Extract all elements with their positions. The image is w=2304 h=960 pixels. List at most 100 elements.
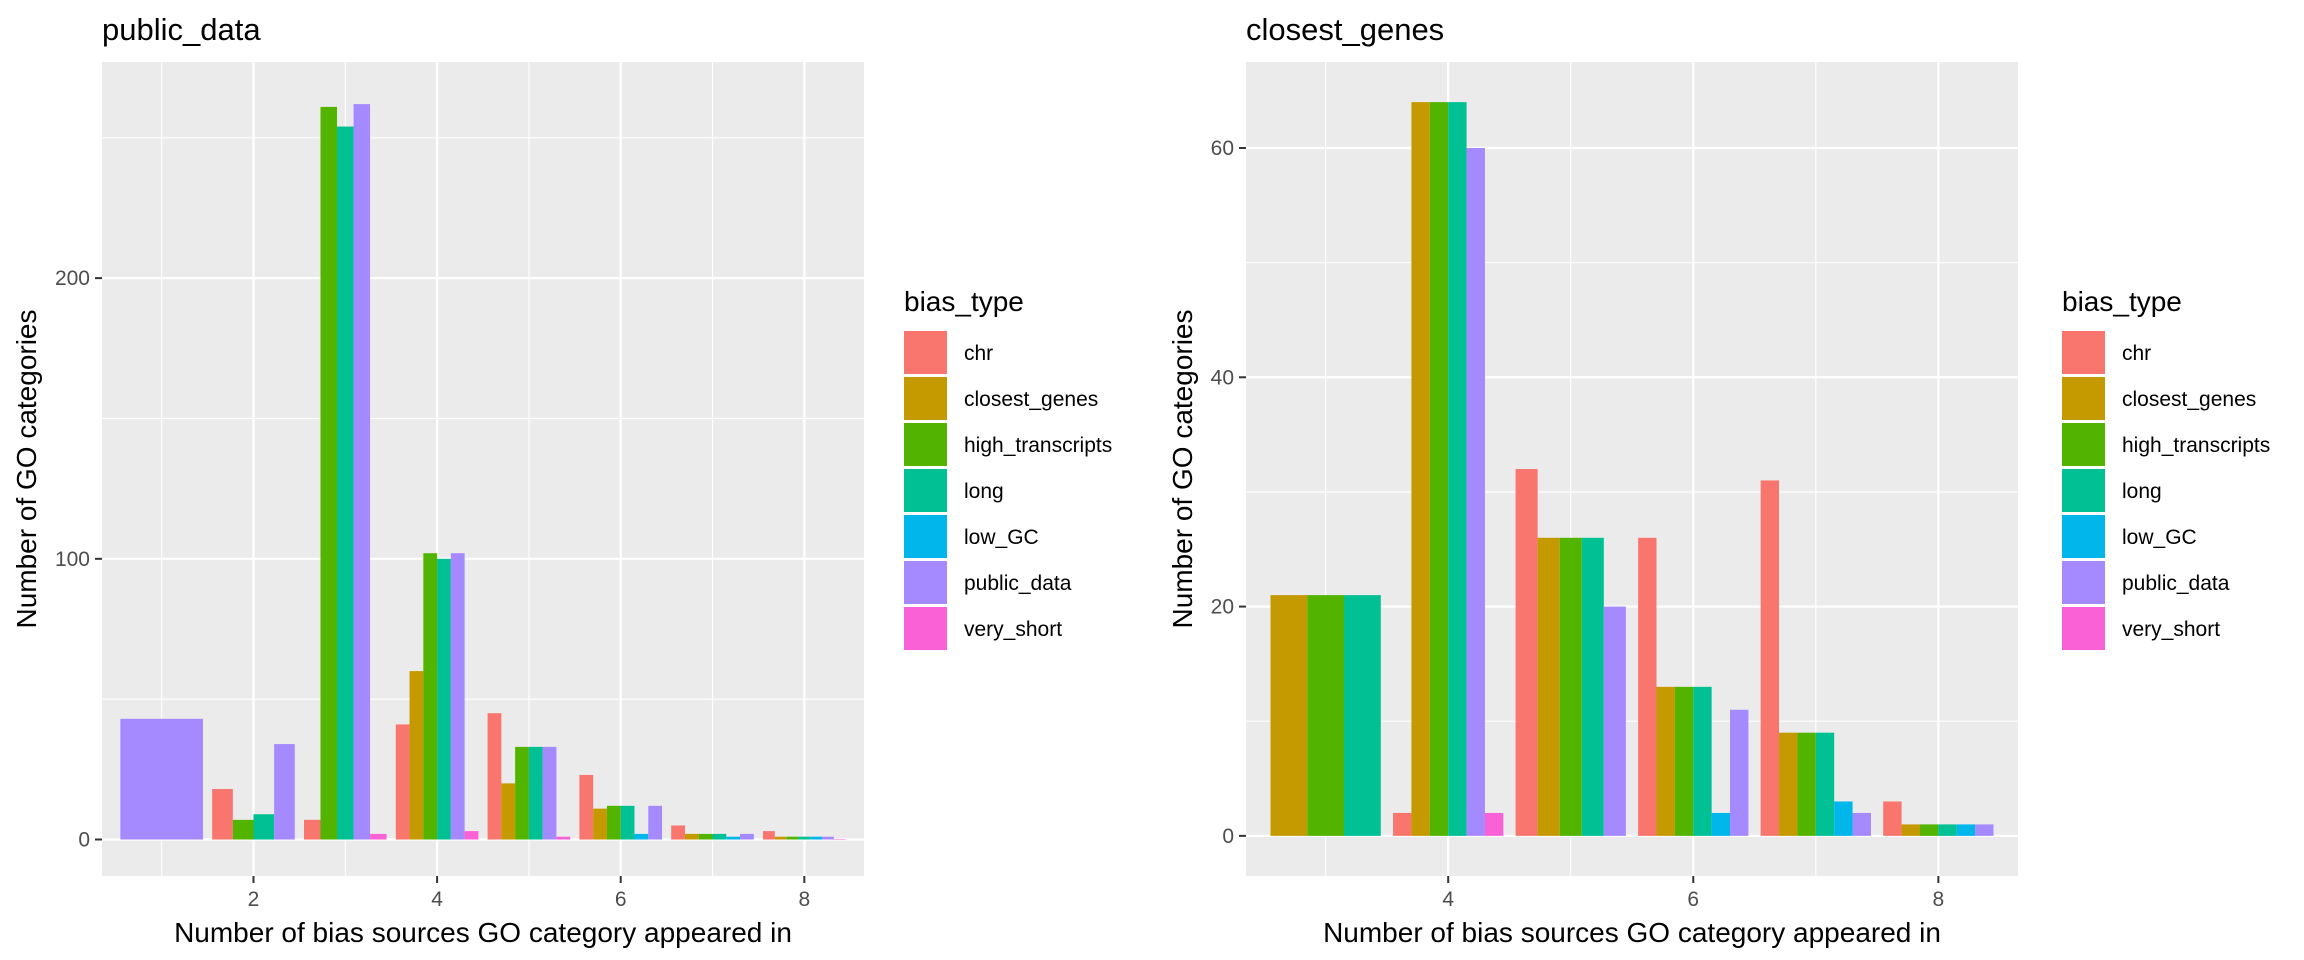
legend-key-public_data bbox=[2062, 561, 2105, 604]
x-axis-title: Number of bias sources GO category appea… bbox=[174, 917, 792, 948]
bar-high_transcripts-x6 bbox=[606, 805, 621, 840]
bar-long-x6 bbox=[1693, 686, 1712, 836]
chart-title: public_data bbox=[102, 12, 261, 47]
bar-high_transcripts-x2 bbox=[232, 819, 254, 840]
legend-key-long bbox=[2062, 469, 2105, 512]
chart-closest-genes: closest_genes 0 20 40 60 4 6 8 Number of bias… bbox=[1167, 12, 2270, 948]
legend-key-low_GC bbox=[2062, 515, 2105, 558]
legend-label-very_short: very_short bbox=[964, 618, 1062, 641]
bar-long-x4 bbox=[437, 558, 451, 840]
bar-public_data-x8 bbox=[822, 836, 834, 840]
bar-high_transcripts-x5 bbox=[515, 746, 529, 840]
plot-panel bbox=[102, 62, 864, 876]
y-tick-label: 100 bbox=[55, 548, 90, 571]
legend-key-closest_genes bbox=[2062, 377, 2105, 420]
legend-key-low_GC bbox=[904, 515, 947, 558]
bar-closest_genes-x5 bbox=[1537, 537, 1560, 836]
legend-key-high_transcripts bbox=[2062, 423, 2105, 466]
x-tick-label: 6 bbox=[1687, 888, 1699, 911]
bar-very_short-x5 bbox=[556, 836, 571, 840]
legend-key-chr bbox=[2062, 331, 2105, 374]
y-axis-title: Number of GO categories bbox=[11, 309, 42, 628]
bar-long-x5 bbox=[528, 746, 543, 840]
y-tick-label: 200 bbox=[55, 267, 90, 290]
legend-label-closest_genes: closest_genes bbox=[964, 388, 1098, 411]
legend-key-very_short bbox=[904, 607, 947, 650]
legend-key-chr bbox=[904, 331, 947, 374]
legend-label-very_short: very_short bbox=[2122, 618, 2220, 641]
bar-closest_genes-x4 bbox=[1411, 102, 1430, 836]
x-tick-label: 8 bbox=[1933, 888, 1945, 911]
legend-label-low_GC: low_GC bbox=[964, 526, 1039, 549]
bar-public_data-x7 bbox=[1852, 812, 1871, 836]
bar-closest_genes-x8 bbox=[1901, 824, 1920, 836]
bar-long-x7 bbox=[1815, 732, 1835, 836]
bar-low_GC-x7 bbox=[726, 836, 741, 840]
bar-long-x3 bbox=[337, 126, 354, 840]
y-tick-label: 20 bbox=[1211, 596, 1234, 619]
bar-very_short-x4 bbox=[464, 831, 479, 840]
bar-high_transcripts-x7 bbox=[1797, 732, 1816, 836]
bar-long-x6 bbox=[620, 805, 635, 840]
x-tick-label: 4 bbox=[1442, 888, 1454, 911]
bar-low_GC-x6 bbox=[634, 833, 649, 840]
bar-closest_genes-x8 bbox=[774, 836, 787, 840]
bar-public_data-x7 bbox=[740, 833, 754, 840]
bar-chr-x6 bbox=[579, 774, 594, 840]
bar-long-x8 bbox=[798, 836, 811, 840]
y-tick-label: 40 bbox=[1211, 366, 1234, 389]
legend-key-closest_genes bbox=[904, 377, 947, 420]
bar-closest_genes-x5 bbox=[501, 783, 516, 840]
legend-label-public_data: public_data bbox=[2122, 572, 2230, 595]
legend-label-long: long bbox=[2122, 480, 2162, 503]
bar-chr-x3 bbox=[303, 819, 321, 840]
bar-closest_genes-x7 bbox=[684, 833, 699, 840]
legend-key-very_short bbox=[2062, 607, 2105, 650]
bar-high_transcripts-x8 bbox=[1919, 824, 1939, 836]
bar-long-x4 bbox=[1448, 102, 1467, 836]
bar-public_data-x4 bbox=[450, 553, 465, 840]
bar-public_data-x6 bbox=[1730, 709, 1749, 836]
x-axis-title: Number of bias sources GO category appea… bbox=[1323, 917, 1941, 948]
y-axis-ticks: 0 100 200 bbox=[55, 267, 102, 852]
legend: bias_type chr closest_genes high_transcrip… bbox=[904, 286, 1112, 650]
bar-long-x3 bbox=[1344, 595, 1381, 836]
bar-high_transcripts-x4 bbox=[1429, 102, 1449, 836]
y-axis-title: Number of GO categories bbox=[1167, 309, 1198, 628]
legend-label-public_data: public_data bbox=[964, 572, 1072, 595]
x-tick-label: 8 bbox=[798, 888, 810, 911]
bar-chr-x7 bbox=[671, 825, 685, 840]
legend-label-long: long bbox=[964, 480, 1004, 503]
bar-closest_genes-x6 bbox=[1656, 686, 1675, 836]
legend-key-public_data bbox=[904, 561, 947, 604]
bar-high_transcripts-x4 bbox=[423, 553, 438, 840]
y-tick-label: 0 bbox=[78, 829, 90, 852]
bar-long-x2 bbox=[253, 814, 275, 840]
legend-label-high_transcripts: high_transcripts bbox=[2122, 434, 2270, 457]
legend-label-chr: chr bbox=[964, 342, 993, 365]
chart-public-data: public_data 0 100 200 2 4 6 8 Number of bias … bbox=[11, 12, 1112, 948]
bar-chr-x4 bbox=[1393, 812, 1412, 836]
y-axis-ticks: 0 20 40 60 bbox=[1211, 137, 1246, 848]
bar-public_data-x3 bbox=[353, 104, 371, 840]
x-tick-label: 6 bbox=[615, 888, 627, 911]
legend-label-high_transcripts: high_transcripts bbox=[964, 434, 1112, 457]
legend-label-closest_genes: closest_genes bbox=[2122, 388, 2256, 411]
bar-high_transcripts-x8 bbox=[786, 836, 799, 840]
bar-chr-x7 bbox=[1760, 480, 1780, 836]
bars bbox=[1270, 102, 1994, 836]
x-axis-ticks: 4 6 8 bbox=[1442, 876, 1944, 911]
bar-high_transcripts-x7 bbox=[698, 833, 713, 840]
x-axis-ticks: 2 4 6 8 bbox=[248, 876, 810, 911]
bar-closest_genes-x3 bbox=[1270, 595, 1308, 836]
bar-chr-x4 bbox=[395, 724, 410, 840]
bar-public_data-x4 bbox=[1466, 147, 1485, 836]
bar-public_data-x5 bbox=[1603, 606, 1626, 836]
bar-public_data-x1 bbox=[120, 718, 203, 840]
legend-key-high_transcripts bbox=[904, 423, 947, 466]
bars bbox=[120, 104, 846, 841]
bar-chr-x8 bbox=[763, 831, 775, 840]
bar-chr-x5 bbox=[1515, 469, 1538, 836]
bar-closest_genes-x4 bbox=[409, 671, 424, 840]
